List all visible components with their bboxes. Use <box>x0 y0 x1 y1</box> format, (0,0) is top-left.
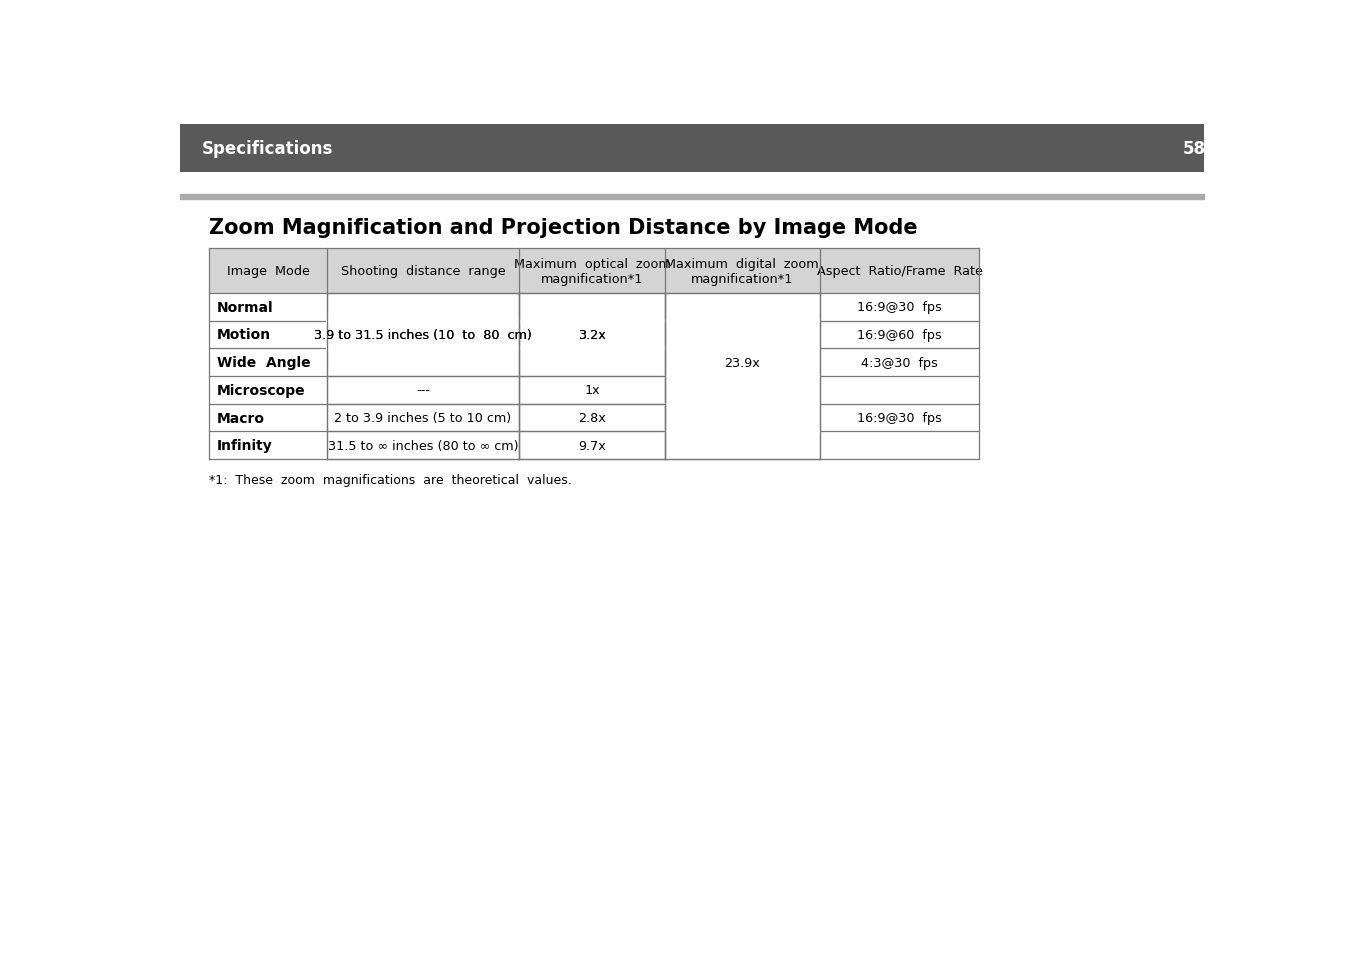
Text: *1:  These  zoom  magnifications  are  theoretical  values.: *1: These zoom magnifications are theore… <box>209 474 572 487</box>
Bar <box>209 249 979 294</box>
Text: 9.7x: 9.7x <box>578 439 606 453</box>
Text: Maximum  digital  zoom
magnification*1: Maximum digital zoom magnification*1 <box>666 257 819 285</box>
Bar <box>209 349 979 376</box>
Text: 2 to 3.9 inches (5 to 10 cm): 2 to 3.9 inches (5 to 10 cm) <box>335 412 512 425</box>
Text: 16:9@30  fps: 16:9@30 fps <box>857 412 942 425</box>
Text: ---: --- <box>416 384 429 397</box>
Text: Shooting  distance  range: Shooting distance range <box>340 265 505 277</box>
Text: Normal: Normal <box>217 300 274 314</box>
Text: 1x: 1x <box>585 384 599 397</box>
Text: 3.2x: 3.2x <box>578 329 606 341</box>
Text: 16:9@30  fps: 16:9@30 fps <box>857 301 942 314</box>
Bar <box>180 125 1204 172</box>
Text: Microscope: Microscope <box>217 383 305 397</box>
Text: Infinity: Infinity <box>217 439 273 453</box>
Text: Maximum  optical  zoom
magnification*1: Maximum optical zoom magnification*1 <box>513 257 670 285</box>
Text: Wide  Angle: Wide Angle <box>217 355 310 370</box>
Bar <box>209 404 979 432</box>
Text: Motion: Motion <box>217 328 271 342</box>
Text: Zoom Magnification and Projection Distance by Image Mode: Zoom Magnification and Projection Distan… <box>209 218 918 238</box>
Text: 31.5 to ∞ inches (80 to ∞ cm): 31.5 to ∞ inches (80 to ∞ cm) <box>328 439 518 453</box>
Bar <box>209 432 979 459</box>
Text: 2.8x: 2.8x <box>578 412 606 425</box>
Text: 58: 58 <box>1183 140 1206 158</box>
Bar <box>209 294 979 321</box>
Bar <box>209 321 979 349</box>
Text: Aspect  Ratio/Frame  Rate: Aspect Ratio/Frame Rate <box>817 265 983 277</box>
Text: Image  Mode: Image Mode <box>227 265 309 277</box>
Text: 23.9x: 23.9x <box>725 356 760 370</box>
Text: 4:3@30  fps: 4:3@30 fps <box>861 356 938 370</box>
Text: 3.9 to 31.5 inches (10  to  80  cm): 3.9 to 31.5 inches (10 to 80 cm) <box>315 329 532 341</box>
Text: 3.9 to 31.5 inches (10  to  80  cm): 3.9 to 31.5 inches (10 to 80 cm) <box>315 329 532 341</box>
Text: Specifications: Specifications <box>201 140 332 158</box>
Text: Macro: Macro <box>217 411 265 425</box>
Text: 16:9@60  fps: 16:9@60 fps <box>857 329 942 341</box>
Text: 3.2x: 3.2x <box>578 329 606 341</box>
Bar <box>209 376 979 404</box>
